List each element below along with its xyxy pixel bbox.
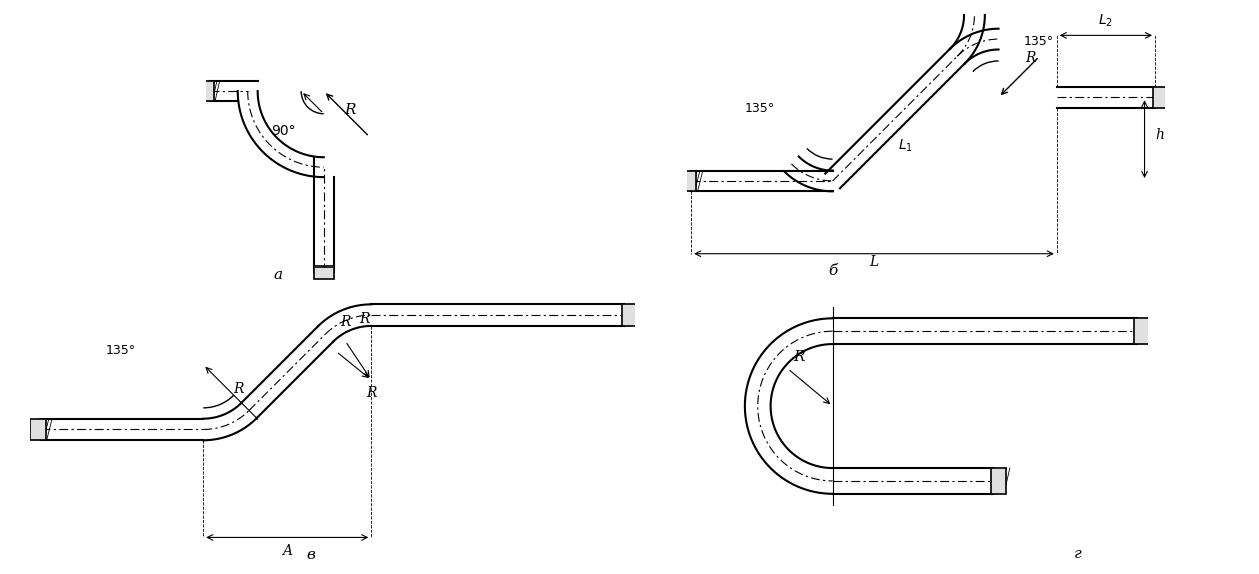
- Bar: [682, 170, 696, 191]
- Text: в: в: [307, 548, 316, 562]
- Text: R: R: [233, 382, 243, 396]
- Text: 90°: 90°: [272, 124, 296, 138]
- Bar: [991, 468, 1006, 494]
- Bar: [1153, 87, 1166, 108]
- Text: 135°: 135°: [1024, 36, 1054, 48]
- Bar: [313, 267, 334, 280]
- Text: $L_1$: $L_1$: [898, 138, 913, 154]
- Text: $L_2$: $L_2$: [1098, 13, 1113, 29]
- Text: R: R: [793, 350, 805, 364]
- Text: R: R: [359, 312, 370, 327]
- Bar: [30, 418, 45, 440]
- Text: L: L: [870, 255, 879, 269]
- Bar: [622, 304, 637, 326]
- Text: г: г: [1074, 547, 1083, 561]
- Text: 135°: 135°: [745, 102, 774, 115]
- Text: R: R: [1025, 52, 1036, 65]
- Text: а: а: [274, 269, 283, 282]
- Text: б: б: [828, 263, 837, 277]
- Text: R: R: [366, 386, 376, 400]
- Text: A: A: [282, 544, 292, 558]
- Text: h: h: [1155, 128, 1163, 142]
- Text: R: R: [340, 315, 350, 329]
- Text: R: R: [345, 103, 356, 117]
- Bar: [201, 81, 214, 101]
- Bar: [1134, 319, 1149, 344]
- Text: 135°: 135°: [106, 344, 136, 357]
